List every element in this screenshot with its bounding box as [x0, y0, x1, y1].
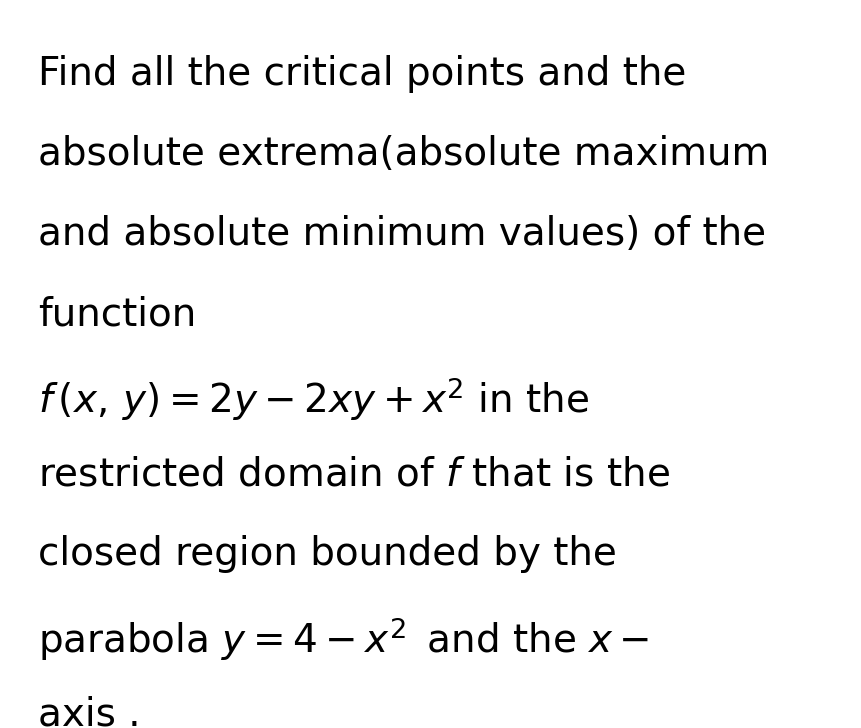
Text: parabola $y = 4 - x^2\,$ and the $x-$: parabola $y = 4 - x^2\,$ and the $x-$ [38, 615, 649, 662]
Text: absolute extrema(absolute maximum: absolute extrema(absolute maximum [38, 135, 769, 173]
Text: and absolute minimum values) of the: and absolute minimum values) of the [38, 215, 766, 253]
Text: restricted domain of $f$ that is the: restricted domain of $f$ that is the [38, 455, 670, 493]
Text: closed region bounded by the: closed region bounded by the [38, 535, 616, 573]
Text: axis .: axis . [38, 695, 140, 728]
Text: function: function [38, 295, 196, 333]
Text: Find all the critical points and the: Find all the critical points and the [38, 55, 686, 93]
Text: $f\,(x,\, y) = 2y - 2xy + x^2$ in the: $f\,(x,\, y) = 2y - 2xy + x^2$ in the [38, 375, 589, 423]
